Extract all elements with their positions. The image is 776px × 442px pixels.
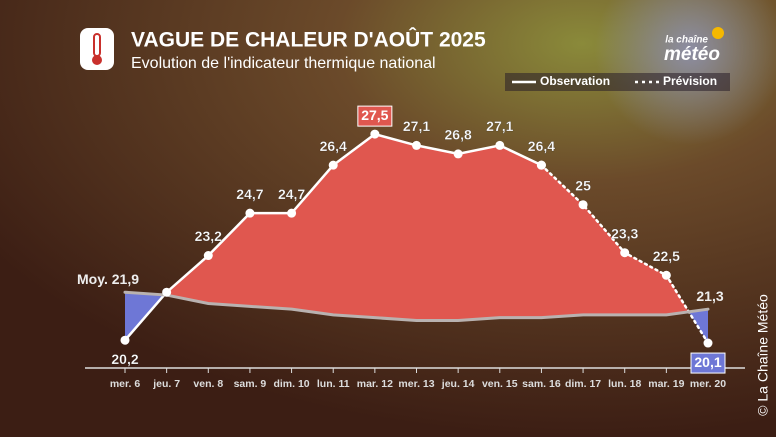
data-point [245, 208, 255, 218]
data-point [495, 140, 505, 150]
data-label: 27,1 [403, 118, 430, 134]
data-label: 22,5 [653, 248, 680, 264]
data-point [661, 270, 671, 280]
x-tick-label: sam. 9 [234, 378, 267, 390]
data-label: 20,2 [111, 351, 138, 367]
x-tick-label: ven. 8 [193, 378, 223, 390]
data-point [287, 208, 297, 218]
logo-main: météo [664, 44, 720, 65]
x-tick-label: mer. 13 [398, 378, 434, 390]
legend-label: Prévision [663, 74, 717, 88]
data-label: 20,1 [694, 354, 721, 370]
average-line [123, 290, 710, 322]
legend-label: Observation [540, 74, 610, 88]
average-label: 21,3 [696, 288, 723, 304]
thermometer-bulb [92, 55, 102, 65]
x-tick-label: dim. 10 [273, 378, 309, 390]
legend-box [505, 73, 730, 91]
data-point [453, 149, 463, 159]
data-label: 24,7 [278, 186, 305, 202]
data-point [162, 287, 172, 297]
label-box [357, 105, 393, 127]
chart-title: VAGUE DE CHALEUR D'AOÛT 2025 [131, 28, 486, 52]
x-tick-label: lun. 18 [608, 378, 641, 390]
x-tick-label: jeu. 7 [152, 378, 180, 390]
x-tick-label: ven. 15 [482, 378, 518, 390]
x-tick-label: mar. 12 [357, 378, 393, 390]
data-label: 23,3 [611, 225, 638, 241]
data-label: 26,4 [320, 138, 347, 154]
x-tick-label: mer. 20 [690, 378, 726, 390]
glow [595, 0, 776, 145]
data-label: 27,5 [361, 107, 388, 123]
data-point [620, 248, 630, 258]
data-label: 26,4 [528, 138, 555, 154]
data-label: 27,1 [486, 118, 513, 134]
data-point [370, 129, 380, 139]
data-point [120, 335, 130, 345]
data-label: 26,8 [445, 127, 472, 143]
label-box [690, 352, 726, 374]
data-label: 24,7 [236, 186, 263, 202]
x-tick-label: mar. 19 [648, 378, 684, 390]
data-point [203, 251, 213, 261]
data-label: 23,2 [195, 228, 222, 244]
icon-box [80, 28, 114, 70]
chart-subtitle: Evolution de l'indicateur thermique nati… [131, 55, 436, 72]
x-tick-label: jeu. 14 [441, 378, 475, 390]
x-tick-label: dim. 17 [565, 378, 601, 390]
data-label: 25 [575, 177, 591, 193]
copyright: © La Chaîne Météo [755, 294, 771, 416]
data-point [412, 140, 421, 150]
x-tick-label: lun. 11 [317, 378, 350, 390]
data-point [536, 160, 546, 170]
data-point [578, 200, 588, 210]
x-tick-label: mer. 6 [110, 378, 141, 390]
data-point [703, 338, 713, 348]
data-point [328, 160, 338, 170]
logo-sun [712, 27, 724, 39]
average-label: Moy. 21,9 [77, 271, 139, 287]
logo-top: la chaîne [665, 35, 708, 46]
x-tick-label: sam. 16 [522, 378, 561, 390]
